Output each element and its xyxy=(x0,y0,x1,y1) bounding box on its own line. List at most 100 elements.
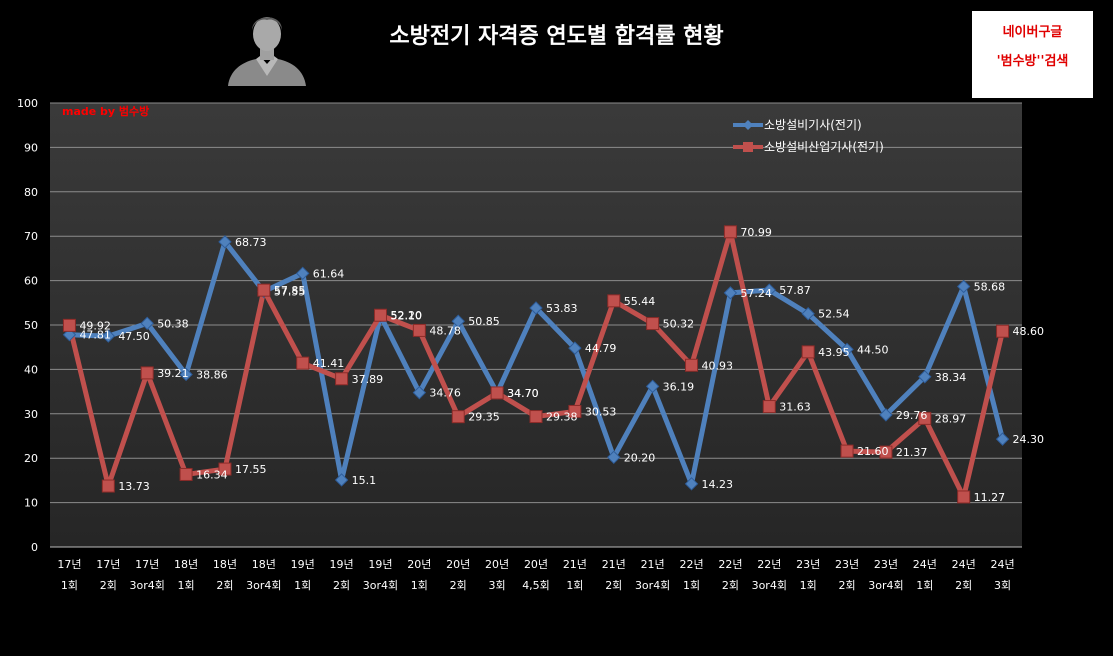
data-label: 31.63 xyxy=(779,401,811,414)
x-tick-label: 19년 xyxy=(368,558,392,571)
data-point-red xyxy=(529,410,543,424)
x-tick-label: 2회 xyxy=(838,579,855,592)
x-tick-label: 20년 xyxy=(524,558,548,571)
x-tick-label: 1회 xyxy=(178,579,195,592)
data-label: 14.23 xyxy=(702,478,734,491)
data-point-blue xyxy=(607,450,621,465)
x-tick-label: 17년 xyxy=(135,558,159,571)
legend-label: 소방설비기사(전기) xyxy=(764,118,862,132)
data-point-red xyxy=(218,462,232,476)
legend-marker xyxy=(743,142,753,152)
data-point-blue xyxy=(568,341,582,355)
data-label: 52.54 xyxy=(818,308,850,321)
x-tick-label: 2회 xyxy=(450,579,467,592)
data-point-red xyxy=(723,225,737,239)
data-label: 34.76 xyxy=(429,387,461,400)
x-tick-label: 18년 xyxy=(174,558,198,571)
data-point-blue xyxy=(296,266,310,281)
y-tick-label: 70 xyxy=(24,230,38,243)
data-label: 55.44 xyxy=(624,295,656,308)
chart-title: 소방전기 자격증 연도별 합격률 현황 xyxy=(389,24,724,49)
data-label: 15.1 xyxy=(352,474,377,487)
x-tick-label: 3or4회 xyxy=(363,579,398,592)
x-tick-label: 24년 xyxy=(990,558,1014,571)
data-label: 50.85 xyxy=(468,315,500,328)
data-point-red xyxy=(412,323,426,337)
data-label: 38.34 xyxy=(935,371,967,384)
data-label: 13.73 xyxy=(118,480,150,493)
x-tick-label: 3or4회 xyxy=(868,579,903,592)
data-label: 49.92 xyxy=(79,319,111,332)
data-point-blue xyxy=(218,235,232,249)
legend-label: 소방설비산업기사(전기) xyxy=(764,140,884,154)
x-tick-label: 3or4회 xyxy=(635,579,670,592)
legend: 소방설비기사(전기) 소방설비산업기사(전기) xyxy=(733,118,884,154)
legend-marker xyxy=(743,120,753,130)
data-label: 50.32 xyxy=(663,318,695,331)
data-label: 57.24 xyxy=(740,287,772,300)
data-point-blue xyxy=(801,307,815,321)
y-tick-label: 100 xyxy=(17,97,38,110)
x-tick-label: 20년 xyxy=(407,558,431,571)
data-label: 29.35 xyxy=(468,411,500,424)
x-tick-label: 17년 xyxy=(96,558,120,571)
x-tick-label: 22년 xyxy=(757,558,781,571)
x-tick-label: 21년 xyxy=(563,558,587,571)
x-tick-label: 23년 xyxy=(796,558,820,571)
x-tick-label: 18년 xyxy=(213,558,237,571)
y-tick-label: 50 xyxy=(24,319,38,332)
data-label: 68.73 xyxy=(235,236,267,249)
x-tick-label: 3or4회 xyxy=(246,579,281,592)
data-label: 47.81 xyxy=(79,329,111,342)
x-tick-label: 23년 xyxy=(874,558,898,571)
data-label: 24.30 xyxy=(1013,433,1045,446)
data-label: 34.70 xyxy=(507,387,539,400)
data-label: 50.38 xyxy=(157,317,189,330)
data-label: 29.38 xyxy=(546,411,578,424)
data-point-blue xyxy=(840,342,854,357)
x-tick-label: 2회 xyxy=(605,579,622,592)
x-tick-label: 1회 xyxy=(294,579,311,592)
data-point-red xyxy=(918,411,932,425)
data-label: 11.27 xyxy=(974,491,1006,504)
x-tick-label: 1회 xyxy=(61,579,78,592)
data-label: 47.50 xyxy=(118,330,150,343)
data-point-red xyxy=(179,467,193,481)
data-point-blue xyxy=(451,314,465,328)
x-tick-label: 2회 xyxy=(100,579,117,592)
data-point-red xyxy=(879,445,893,459)
data-point-blue xyxy=(529,301,543,315)
data-label: 29.76 xyxy=(896,409,928,422)
data-point-blue xyxy=(179,367,193,382)
data-label: 57.55 xyxy=(274,285,306,298)
data-label: 48.60 xyxy=(1013,325,1045,338)
note-line-2: '범수방''검색 xyxy=(996,54,1069,69)
data-label: 52.10 xyxy=(390,310,422,323)
x-tick-label: 4,5회 xyxy=(522,579,550,592)
data-point-blue xyxy=(879,408,893,422)
data-label: 48.78 xyxy=(429,324,461,337)
data-label: 57.85 xyxy=(274,284,306,297)
y-tick-label: 10 xyxy=(24,497,38,510)
y-tick-label: 30 xyxy=(24,408,38,421)
data-point-red xyxy=(801,345,815,359)
x-tick-label: 2회 xyxy=(333,579,350,592)
data-point-blue xyxy=(995,432,1010,446)
data-point-red xyxy=(568,404,582,418)
data-label: 17.55 xyxy=(235,463,267,476)
x-tick-label: 22년 xyxy=(718,558,742,571)
search-note-box: 네이버구글 '범수방''검색 xyxy=(972,11,1093,98)
data-point-blue xyxy=(684,477,699,491)
data-label: 30.53 xyxy=(585,405,617,418)
x-tick-label: 2회 xyxy=(216,579,233,592)
x-tick-label: 1회 xyxy=(916,579,933,592)
x-tick-label: 19년 xyxy=(330,558,354,571)
data-label: 37.89 xyxy=(352,373,384,386)
data-label: 53.83 xyxy=(546,302,578,315)
x-tick-label: 3or4회 xyxy=(752,579,787,592)
data-point-red xyxy=(373,308,387,322)
data-label: 70.99 xyxy=(740,226,772,239)
x-tick-label: 20년 xyxy=(485,558,509,571)
data-point-red xyxy=(62,318,76,332)
